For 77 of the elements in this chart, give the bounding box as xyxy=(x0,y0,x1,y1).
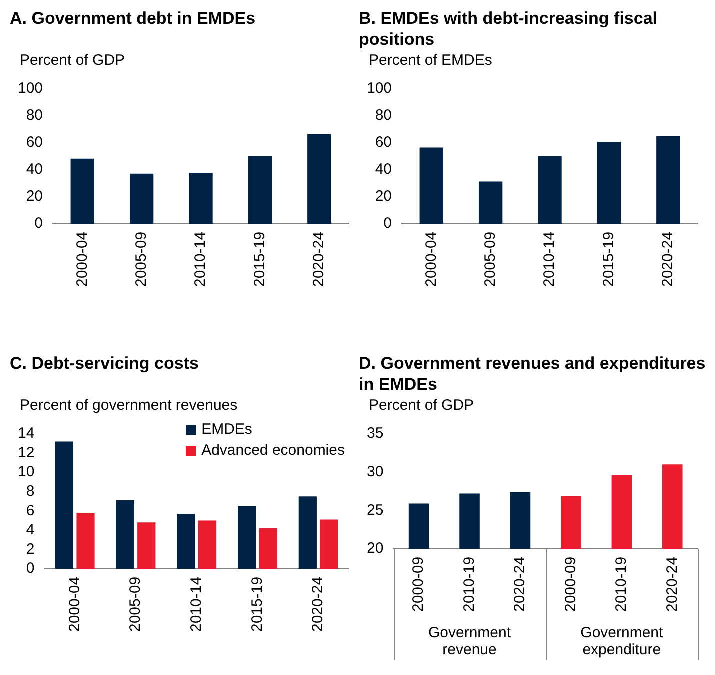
text: Government expenditure xyxy=(580,624,664,659)
y-tick-label: 40 xyxy=(375,161,392,178)
y-tick-label: 12 xyxy=(18,444,35,462)
x-tick-label: 2000-04 xyxy=(74,232,91,288)
text: Government revenue xyxy=(428,624,512,659)
bar xyxy=(259,528,278,569)
x-tick-label: 2020-24 xyxy=(310,576,327,632)
y-axis-title: Percent of GDP xyxy=(368,397,476,415)
y-tick-label: 25 xyxy=(366,502,384,519)
y-tick-label: 6 xyxy=(26,502,35,520)
y-tick-label: 60 xyxy=(26,134,44,152)
x-tick-label: 2000-04 xyxy=(66,576,84,632)
y-tick-label: 2 xyxy=(26,540,35,558)
y-tick-label: 60 xyxy=(375,134,392,152)
bar xyxy=(420,148,444,224)
bar xyxy=(55,442,74,569)
y-tick-label: 0 xyxy=(26,560,35,578)
bar xyxy=(538,156,562,224)
bar xyxy=(189,172,213,224)
y-tick-label: 35 xyxy=(366,425,384,442)
x-tick-label: 2005-09 xyxy=(127,576,144,632)
bar xyxy=(308,134,332,224)
x-tick-label: 2005-09 xyxy=(482,232,499,288)
chart-title: B. EMDEs with debt-increasing fiscal positions xyxy=(358,8,659,51)
x-tick-label: 2005-09 xyxy=(132,232,150,288)
bar xyxy=(248,156,272,224)
y-tick-label: 14 xyxy=(18,425,35,442)
y-axis-title: Percent of EMDEs xyxy=(368,52,494,70)
chart-title: A. Government debt in EMDEs xyxy=(9,8,257,30)
x-tick-label: 2010-14 xyxy=(188,576,205,632)
chart-title: D. Government revenues and expenditures in EMDEs xyxy=(358,353,706,396)
bar xyxy=(198,520,217,569)
y-tick-label: 0 xyxy=(384,215,392,232)
chart-title: C. Debt-servicing costs xyxy=(9,353,200,375)
x-tick-label: 2000-09 xyxy=(562,556,580,612)
legend-label: Advanced economies xyxy=(202,442,345,459)
y-tick-label: 40 xyxy=(26,161,44,178)
bar xyxy=(597,142,622,224)
y-tick-label: 10 xyxy=(18,464,35,481)
y-tick-label: 4 xyxy=(26,522,35,539)
bar xyxy=(116,500,134,569)
y-tick-label: 80 xyxy=(26,107,44,124)
y-tick-label: 100 xyxy=(366,80,392,98)
x-tick-label: 2010-14 xyxy=(192,232,210,288)
x-tick-label: 2015-19 xyxy=(251,232,268,288)
y-axis-title: Percent of GDP xyxy=(19,52,126,70)
x-tick-label: 2020-24 xyxy=(310,232,328,288)
x-tick-label: 2020-24 xyxy=(664,556,681,612)
x-tick-label: 2010-19 xyxy=(460,556,478,612)
x-tick-label: 2000-09 xyxy=(410,556,428,612)
bar xyxy=(70,158,94,224)
x-tick-label: 2010-19 xyxy=(613,556,630,612)
y-tick-label: 20 xyxy=(375,188,392,206)
y-axis-title: Percent of government revenues xyxy=(19,397,239,415)
y-tick-label: 20 xyxy=(26,188,44,206)
bar xyxy=(478,182,503,224)
legend-label: EMDEs xyxy=(202,421,252,438)
bar xyxy=(320,520,338,569)
bar xyxy=(177,514,196,569)
x-tick-label: 2000-04 xyxy=(422,232,440,288)
x-tick-label: 2015-19 xyxy=(248,576,266,632)
bar xyxy=(238,506,256,569)
y-tick-label: 100 xyxy=(18,80,44,98)
bar xyxy=(298,496,317,569)
x-tick-label: 2020-24 xyxy=(512,556,529,612)
bar xyxy=(656,136,680,224)
y-tick-label: 30 xyxy=(366,463,384,480)
x-tick-label: 2010-14 xyxy=(541,232,558,288)
y-tick-label: 80 xyxy=(375,107,392,124)
y-tick-label: 8 xyxy=(26,482,35,500)
bar xyxy=(138,522,156,569)
bar xyxy=(130,174,154,224)
y-tick-label: 0 xyxy=(34,215,44,232)
bar xyxy=(76,513,95,569)
x-tick-label: 2020-24 xyxy=(660,232,677,288)
x-tick-label: 2015-19 xyxy=(600,232,618,288)
y-tick-label: 20 xyxy=(366,540,384,558)
